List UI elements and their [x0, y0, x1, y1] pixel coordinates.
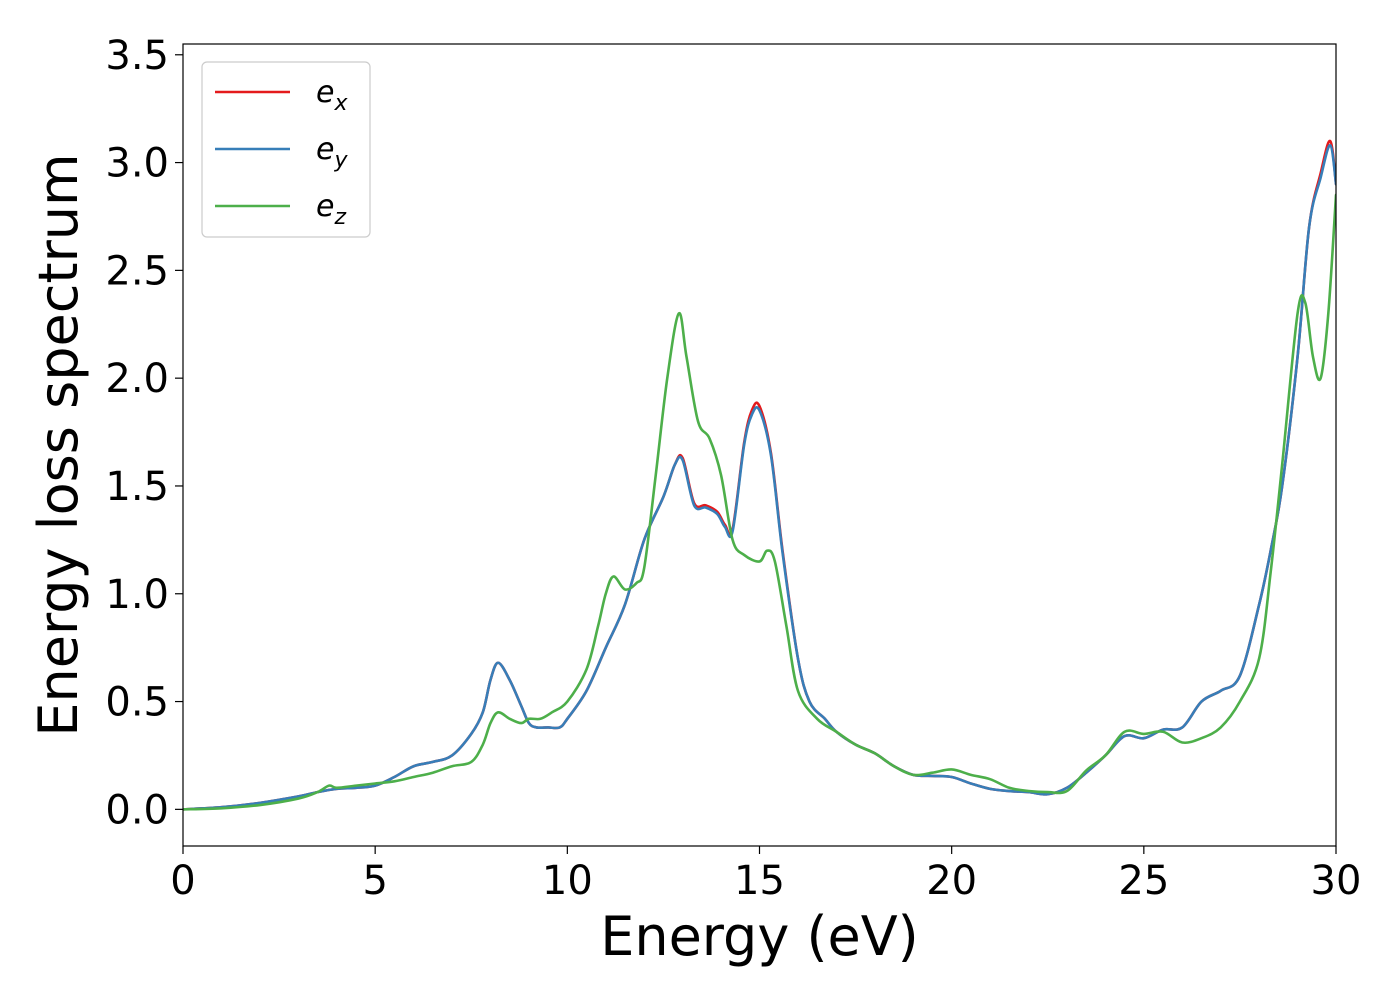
plot-frame: [182, 43, 1337, 847]
x-axis-title: Energy (eV): [600, 905, 919, 968]
series-line-e-y: [183, 144, 1336, 811]
y-tick-label: 3.0: [105, 141, 169, 187]
x-tick-label: 0: [170, 858, 195, 904]
y-tick-label: 2.0: [105, 356, 169, 402]
x-tick-label: 25: [1118, 858, 1169, 904]
legend-label-y: ey: [316, 132, 348, 173]
x-tick-label: 30: [1311, 858, 1362, 904]
series-line-e-z: [183, 193, 1336, 811]
y-tick-label: 0.0: [105, 787, 169, 833]
y-tick-label: 0.5: [105, 680, 169, 726]
series-line-e-x: [183, 139, 1336, 811]
y-axis-title: Energy loss spectrum: [27, 153, 90, 736]
legend-label-x: ex: [316, 75, 348, 116]
x-tick-label: 10: [542, 858, 593, 904]
y-tick-label: 1.0: [105, 572, 169, 618]
y-tick-label: 1.5: [105, 464, 169, 510]
x-tick-label: 20: [926, 858, 977, 904]
x-tick-label: 5: [362, 858, 387, 904]
y-tick-label: 3.5: [105, 33, 169, 79]
y-tick-label: 2.5: [105, 248, 169, 294]
y-axis-ticks: 0.0 0.5 1.0 1.5 2.0 2.5 3.0 3.5: [105, 33, 183, 833]
x-tick-label: 15: [734, 858, 785, 904]
x-axis-ticks: 0 5 10 15 20 25 30: [170, 846, 1361, 904]
series-layer: [183, 139, 1336, 811]
